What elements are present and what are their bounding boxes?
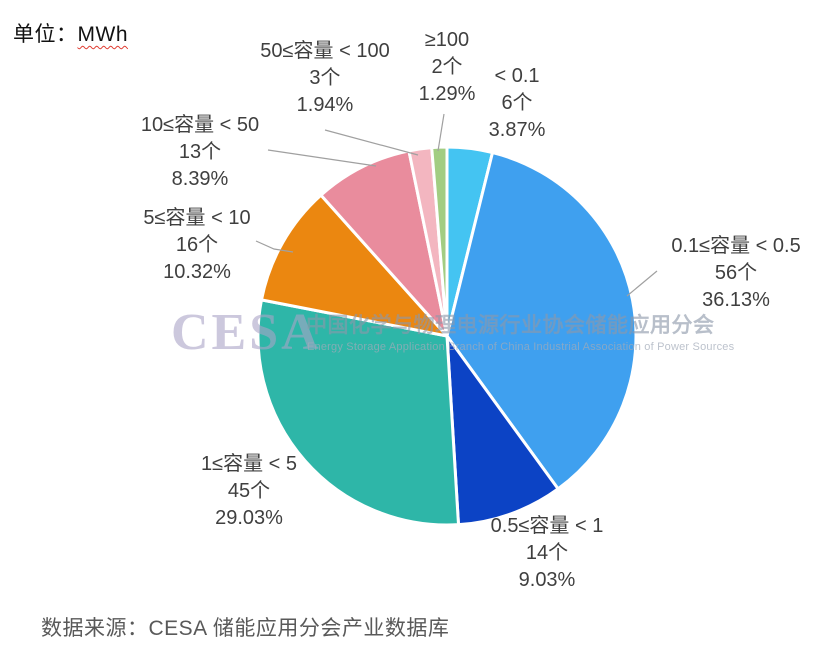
pie-slice-5-10[interactable] [259, 193, 449, 338]
pie-slice-1-5[interactable] [256, 298, 461, 527]
range-text: < 0.1 [494, 65, 540, 87]
count-text: 6个 [501, 92, 533, 114]
pie-slice-10-50[interactable] [319, 149, 449, 338]
pie-label-0.5-1: 0.5≤容量 < 1 14个 9.03% [491, 513, 604, 594]
leader-line-5-10 [255, 240, 294, 253]
leader-line-gte-100 [437, 113, 445, 152]
percent-text: 8.39% [171, 168, 229, 190]
percent-text: 3.87% [488, 119, 546, 141]
unit-prefix: 单位： [13, 23, 78, 46]
pie-label-0.1-0.5: 0.1≤容量 < 0.5 56个 36.13% [671, 233, 800, 314]
percent-text: 36.13% [702, 289, 770, 311]
count-text: 45个 [227, 480, 271, 502]
count-text: 3个 [309, 67, 341, 89]
unit-label: 单位：MWh [13, 18, 128, 48]
pie-label-lt-0.1: < 0.1 6个 3.87% [489, 63, 546, 144]
range-text: 10≤容量 < 50 [140, 114, 260, 136]
range-text: 0.1≤容量 < 0.5 [671, 235, 801, 257]
range-text: 5≤容量 < 10 [143, 207, 251, 229]
range-text: 50≤容量 < 100 [260, 40, 390, 62]
unit-value: MWh [77, 23, 128, 46]
percent-text: 1.29% [418, 83, 476, 105]
pie-label-1-5: 1≤容量 < 5 45个 29.03% [201, 451, 297, 532]
pie-slice-gte-100[interactable] [430, 145, 449, 338]
percent-text: 29.03% [215, 507, 283, 529]
leader-line-50-100 [324, 129, 419, 156]
pie-label-50-100: 50≤容量 < 100 3个 1.94% [260, 38, 389, 119]
count-text: 2个 [431, 56, 463, 78]
range-text: 1≤容量 < 5 [200, 453, 298, 475]
leader-line-0.1-0.5 [626, 270, 658, 297]
pie-label-10-50: 10≤容量 < 50 13个 8.39% [141, 112, 259, 193]
count-text: 14个 [525, 542, 569, 564]
data-source-note: 数据来源：CESA 储能应用分会产业数据库 [41, 617, 450, 640]
percent-text: 10.32% [163, 261, 231, 283]
pie-label-gte-100: ≥100 2个 1.29% [419, 27, 476, 108]
percent-text: 9.03% [518, 569, 576, 591]
leader-line-10-50 [267, 149, 377, 167]
percent-text: 1.94% [296, 94, 354, 116]
pie-slice-0.5-1[interactable] [445, 334, 560, 527]
count-text: 16个 [175, 234, 219, 256]
range-text: ≥100 [424, 29, 470, 51]
range-text: 0.5≤容量 < 1 [490, 515, 604, 537]
count-text: 56个 [714, 262, 758, 284]
pie-slice-0.1-0.5[interactable] [445, 151, 638, 491]
pie-label-5-10: 5≤容量 < 10 16个 10.32% [143, 205, 250, 286]
count-text: 13个 [178, 141, 222, 163]
